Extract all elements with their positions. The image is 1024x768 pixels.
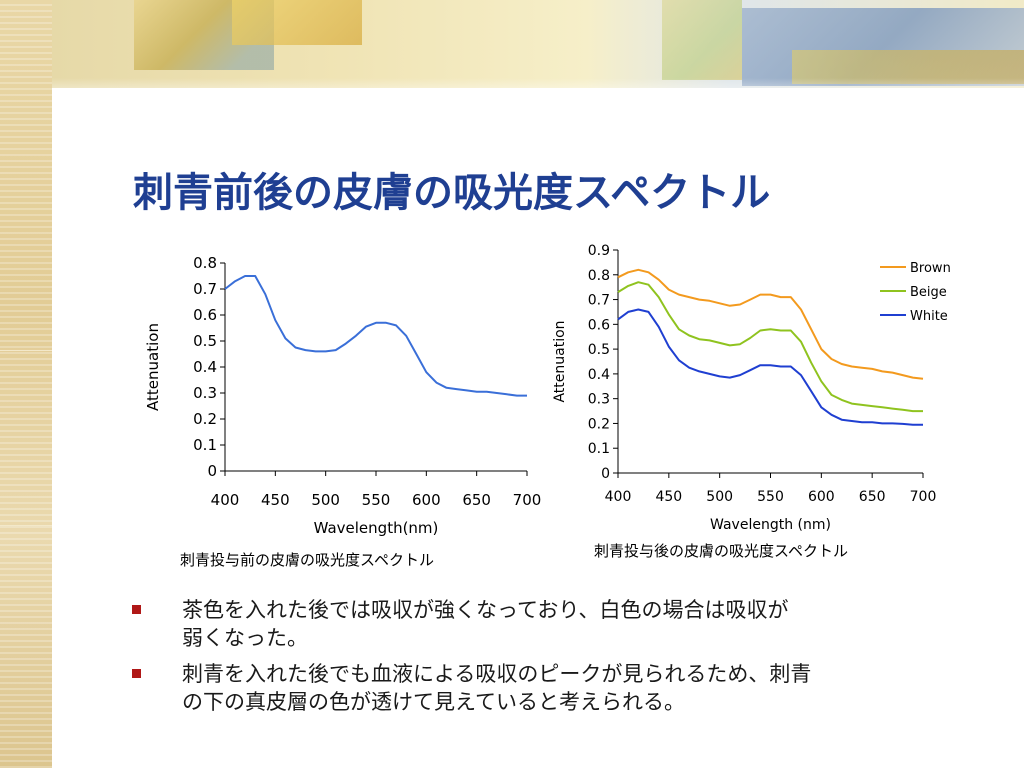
bullet-line: 弱くなった。	[182, 626, 308, 650]
top-decorative-banner	[52, 0, 1024, 88]
x-tick-label: 400	[605, 489, 632, 505]
y-tick-label: 0.2	[193, 410, 217, 428]
x-tick-label: 550	[757, 489, 784, 505]
y-tick-label: 0.1	[193, 436, 217, 454]
y-axis-label: Attenuation	[144, 323, 162, 411]
chart-before-tattoo: 0 0.1 0.2 0.3 0.4 0.5 0.6 0.7 0.8 400 450 500 550 600…	[144, 254, 542, 537]
y-tick-label: 0.4	[193, 358, 217, 376]
x-tick-label: 550	[362, 491, 391, 509]
legend-label: White	[910, 309, 948, 324]
y-tick-label: 0.3	[588, 392, 610, 408]
y-tick-label: 0.9	[588, 243, 610, 259]
y-tick-label: 0.5	[193, 332, 217, 350]
x-tick-label: 600	[808, 489, 835, 505]
x-tick-label: 450	[655, 489, 682, 505]
y-tick-label: 0	[601, 466, 610, 482]
y-tick-label: 0.6	[588, 317, 610, 333]
series-line-0	[224, 275, 527, 397]
banner-green-tile	[662, 0, 742, 80]
x-tick-label: 500	[311, 491, 340, 509]
banner-gold-tile	[232, 0, 362, 45]
y-tick-label: 0.4	[588, 367, 610, 383]
bullet-square-icon	[132, 605, 141, 614]
chart-after-tattoo: 0 0.1 0.2 0.3 0.4 0.5 0.6 0.7 0.8 0.9 400 450 500 550…	[552, 243, 951, 533]
y-tick-label: 0.8	[193, 254, 217, 272]
bullet-item: 刺青を入れた後でも血液による吸収のピークが見られるため、刺青 の下の真皮層の色が…	[128, 660, 1008, 716]
y-tick-label: 0	[207, 462, 217, 480]
chart-after-caption: 刺青投与後の皮膚の吸光度スペクトル	[594, 542, 848, 560]
x-tick-label: 650	[462, 491, 491, 509]
banner-fade	[52, 78, 1024, 108]
x-tick-label: 700	[910, 489, 937, 505]
y-tick-label: 0.2	[588, 416, 610, 432]
series-line-beige	[617, 281, 923, 413]
y-tick-label: 0.1	[588, 441, 610, 457]
bullet-square-icon	[132, 669, 141, 678]
x-tick-label: 500	[706, 489, 733, 505]
x-axis-label: Wavelength (nm)	[710, 517, 831, 533]
y-tick-label: 0.5	[588, 342, 610, 358]
y-tick-label: 0.7	[193, 280, 217, 298]
bullet-line: の下の真皮層の色が透けて見えていると考えられる。	[182, 690, 685, 714]
x-tick-label: 400	[211, 491, 240, 509]
legend-label: Brown	[910, 261, 951, 276]
x-tick-label: 700	[513, 491, 542, 509]
series-line-brown	[617, 268, 924, 380]
x-axis-label: Wavelength(nm)	[314, 519, 439, 537]
x-tick-label: 650	[859, 489, 886, 505]
bullet-line: 刺青を入れた後でも血液による吸収のピークが見られるため、刺青	[182, 662, 812, 686]
y-tick-label: 0.8	[588, 268, 610, 284]
bullet-list: 茶色を入れた後では吸収が強くなっており、白色の場合は吸収が 弱くなった。 刺青を…	[128, 596, 1008, 724]
y-tick-label: 0.3	[193, 384, 217, 402]
bullet-line: 茶色を入れた後では吸収が強くなっており、白色の場合は吸収が	[182, 598, 789, 622]
x-tick-label: 450	[261, 491, 290, 509]
slide-title: 刺青前後の皮膚の吸光度スペクトル	[133, 170, 771, 216]
y-axis-label: Attenuation	[552, 320, 568, 402]
y-tick-label: 0.6	[193, 306, 217, 324]
series-line-white	[617, 308, 923, 426]
chart-before-caption: 刺青投与前の皮膚の吸光度スペクトル	[180, 551, 434, 569]
bullet-item: 茶色を入れた後では吸収が強くなっており、白色の場合は吸収が 弱くなった。	[128, 596, 1008, 652]
legend-label: Beige	[910, 285, 947, 300]
x-tick-label: 600	[412, 491, 441, 509]
left-texture-strip	[0, 0, 52, 768]
y-tick-label: 0.7	[588, 293, 610, 309]
